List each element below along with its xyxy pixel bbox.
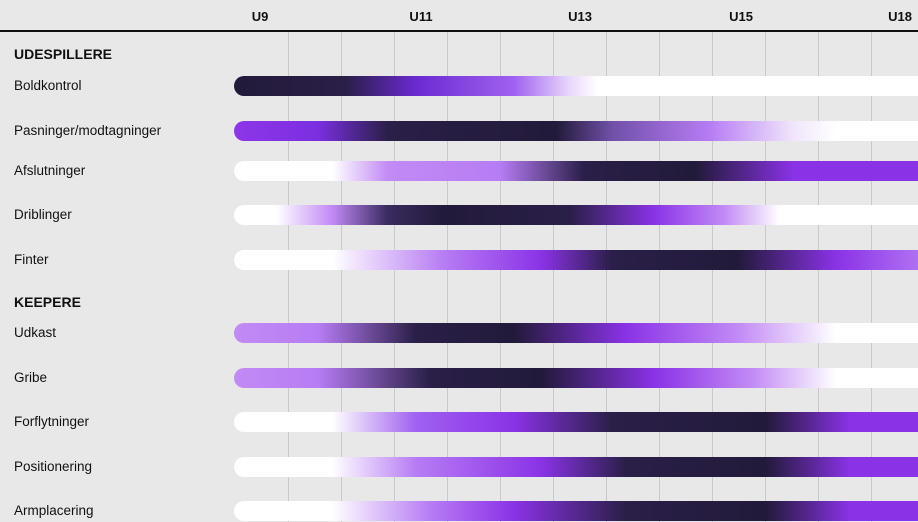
column-header-u18: U18	[888, 9, 912, 24]
grid-line	[659, 32, 660, 522]
grid-line	[394, 32, 395, 522]
row-label: Forflytninger	[14, 414, 90, 429]
gradient-bar	[234, 323, 918, 343]
grid-line	[341, 32, 342, 522]
gradient-bar	[234, 205, 918, 225]
row-label: Boldkontrol	[14, 78, 82, 93]
section-title: UDESPILLERE	[14, 46, 113, 62]
grid-line	[606, 32, 607, 522]
grid-line	[765, 32, 766, 522]
gradient-bar	[234, 250, 918, 270]
row-label: Udkast	[14, 325, 57, 340]
column-header-u9: U9	[251, 9, 269, 24]
column-header-u13: U13	[568, 9, 592, 24]
gradient-bar	[234, 501, 918, 521]
row-label: Driblinger	[14, 207, 72, 222]
row-label: Armplacering	[14, 503, 94, 518]
gradient-bar	[234, 412, 918, 432]
grid-line	[712, 32, 713, 522]
column-header-u15: U15	[729, 9, 753, 24]
gradient-bar	[234, 457, 918, 477]
grid-line	[553, 32, 554, 522]
gradient-bar	[234, 161, 918, 181]
grid-line	[871, 32, 872, 522]
column-header-u11: U11	[409, 9, 433, 24]
row-label: Afslutninger	[14, 163, 86, 178]
row-label: Gribe	[14, 370, 48, 385]
gradient-bar	[234, 368, 918, 388]
grid-line	[288, 32, 289, 522]
row-label: Pasninger/modtagninger	[14, 123, 162, 138]
header-rule	[0, 30, 918, 32]
gradient-bar	[234, 121, 918, 141]
row-label: Finter	[14, 252, 49, 267]
grid-line	[818, 32, 819, 522]
grid-line	[500, 32, 501, 522]
grid-line	[447, 32, 448, 522]
gradient-bar	[234, 76, 918, 96]
row-label: Positionering	[14, 459, 93, 474]
section-title: KEEPERE	[14, 294, 81, 310]
